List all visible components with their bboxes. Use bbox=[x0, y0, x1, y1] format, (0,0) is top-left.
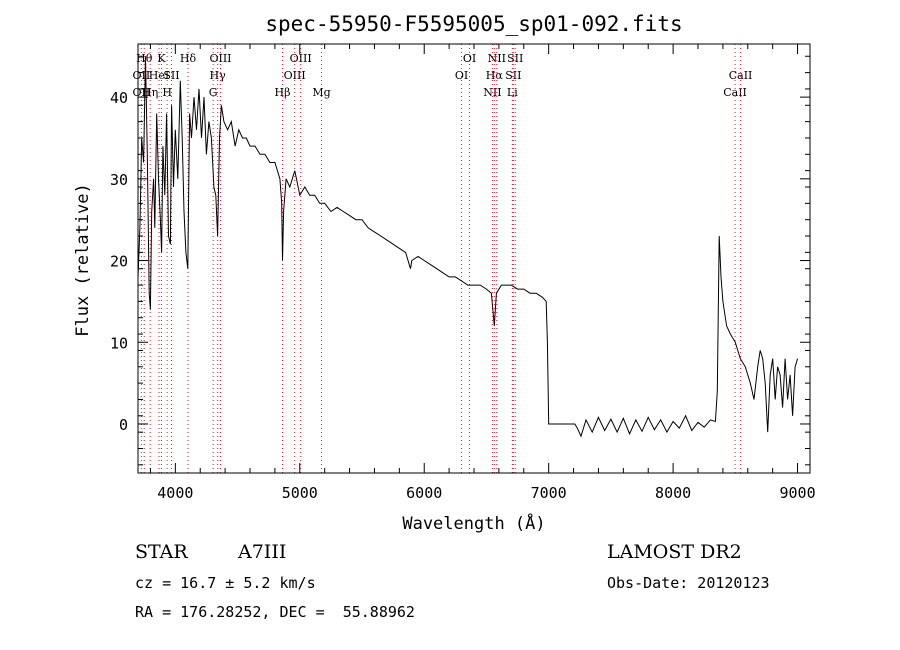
marker-label: OIII bbox=[284, 69, 306, 82]
object-type: STAR bbox=[135, 541, 188, 563]
marker-label: SII bbox=[163, 69, 179, 82]
x-axis-label: Wavelength (Å) bbox=[402, 512, 545, 534]
marker-label: HeI bbox=[149, 69, 169, 82]
y-tick-label: 10 bbox=[110, 334, 128, 352]
marker-label: Hδ bbox=[180, 52, 197, 65]
marker-label: SII bbox=[507, 52, 523, 65]
x-tick-label: 7000 bbox=[531, 484, 567, 502]
marker-label: SII bbox=[505, 69, 521, 82]
marker-label: OIII bbox=[290, 52, 312, 65]
marker-label: OIII bbox=[209, 52, 231, 65]
marker-label: H bbox=[162, 86, 172, 99]
y-tick-label: 0 bbox=[119, 416, 128, 434]
coordinates: RA = 176.28252, DEC = 55.88962 bbox=[135, 603, 415, 621]
marker-label: Hα bbox=[486, 69, 504, 82]
y-tick-label: 20 bbox=[110, 253, 128, 271]
marker-label: CaII bbox=[723, 86, 747, 99]
marker-label: Hθ bbox=[136, 52, 153, 65]
marker-label: CaII bbox=[729, 69, 753, 82]
redshift-value: cz = 16.7 ± 5.2 km/s bbox=[135, 574, 316, 592]
marker-label: Li bbox=[507, 86, 518, 99]
survey-release: LAMOST DR2 bbox=[607, 541, 742, 563]
marker-label: OI bbox=[463, 52, 476, 65]
marker-label: G bbox=[209, 86, 218, 99]
marker-label: OI bbox=[455, 69, 468, 82]
x-tick-label: 5000 bbox=[282, 484, 318, 502]
marker-label: OII bbox=[133, 69, 151, 82]
chart-title: spec-55950-F5595005_sp01-092.fits bbox=[265, 12, 682, 36]
spectral-subclass: A7III bbox=[238, 541, 287, 563]
axis-ticks: 4000 5000 6000 7000 8000 9000 0 10 20 30 40 bbox=[110, 44, 816, 502]
marker-label: Mg bbox=[312, 86, 330, 99]
marker-label: K bbox=[157, 52, 166, 65]
observation-date: Obs-Date: 20120123 bbox=[607, 574, 770, 592]
spectrum-line bbox=[137, 56, 799, 438]
marker-label: Hγ bbox=[210, 69, 227, 82]
marker-label: Hβ bbox=[275, 86, 291, 99]
x-tick-label: 6000 bbox=[406, 484, 442, 502]
y-tick-label: 40 bbox=[110, 89, 128, 107]
x-tick-label: 4000 bbox=[157, 484, 193, 502]
marker-label: NII bbox=[488, 52, 506, 65]
y-axis-label: Flux (relative) bbox=[73, 183, 93, 337]
x-tick-label: 9000 bbox=[779, 484, 815, 502]
marker-label: NII bbox=[483, 86, 501, 99]
spectral-line-markers: OIIOIIHθHηHeIKHSIIHδGHγOIIIHβOIIIOIIIMgO… bbox=[133, 44, 753, 473]
x-tick-label: 8000 bbox=[655, 484, 691, 502]
y-tick-label: 30 bbox=[110, 171, 128, 189]
plot-frame bbox=[137, 43, 811, 474]
